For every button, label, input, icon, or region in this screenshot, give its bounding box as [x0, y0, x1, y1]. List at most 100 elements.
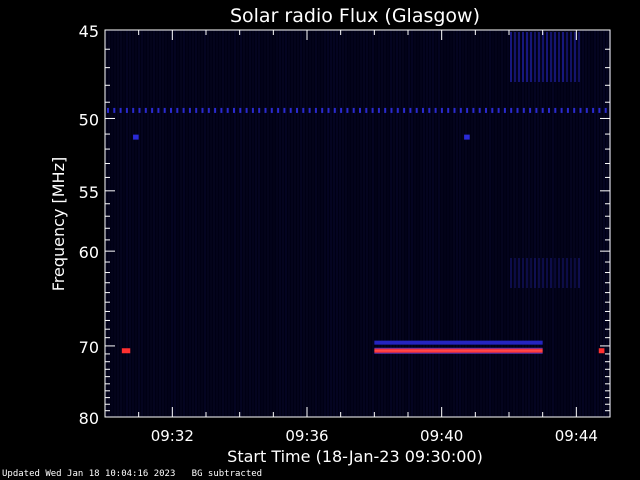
emission-dot — [453, 107, 456, 113]
noise-stripe — [273, 30, 275, 417]
noise-stripe — [411, 30, 413, 417]
y-axis-label: Frequency [MHz] — [49, 157, 68, 291]
noise-stripe — [538, 32, 540, 82]
noise-stripe — [603, 30, 605, 417]
emission-spot — [464, 134, 470, 140]
noise-stripe — [534, 258, 536, 288]
noise-stripe — [327, 30, 329, 417]
noise-stripe — [156, 30, 158, 417]
noise-stripe — [420, 30, 422, 417]
noise-stripe — [531, 30, 533, 417]
noise-stripe — [204, 30, 206, 417]
noise-stripe — [489, 30, 491, 417]
noise-stripe — [477, 30, 479, 417]
emission-dot — [245, 107, 248, 113]
noise-stripe — [435, 30, 437, 417]
x-axis: 09:32 09:36 09:40 09:44 — [104, 30, 611, 445]
noise-stripe — [594, 30, 596, 417]
emission-dot — [352, 107, 355, 113]
emission-line-strong — [374, 347, 543, 354]
noise-stripe — [570, 258, 572, 288]
y-tick-label: 60 — [79, 243, 99, 262]
noise-stripe — [578, 32, 580, 82]
noise-stripe — [222, 30, 224, 417]
noise-stripe — [486, 30, 488, 417]
noise-stripe — [312, 30, 314, 417]
noise-stripe — [429, 30, 431, 417]
noise-stripe — [606, 30, 608, 417]
emission-dot — [157, 107, 160, 113]
noise-stripe — [513, 30, 515, 417]
noise-stripe — [507, 30, 509, 417]
noise-stripe — [554, 32, 556, 82]
noise-stripe — [387, 30, 389, 417]
emission-dot — [119, 107, 122, 113]
emission-dot — [264, 107, 267, 113]
noise-stripe — [518, 32, 520, 82]
noise-stripe — [562, 258, 564, 288]
emission-dot — [163, 107, 166, 113]
emission-dot — [592, 107, 595, 113]
noise-stripe — [522, 258, 524, 288]
emission-dot — [176, 107, 179, 113]
noise-stripe — [534, 30, 536, 417]
chart-title: Solar radio Flux (Glasgow) — [230, 5, 480, 27]
emission-dot — [346, 107, 349, 113]
noise-stripe — [522, 32, 524, 82]
noise-stripe — [426, 30, 428, 417]
emission-dot — [390, 107, 393, 113]
noise-stripe — [303, 30, 305, 417]
noise-stripe — [369, 30, 371, 417]
noise-stripe — [255, 30, 257, 417]
emission-dot — [283, 107, 286, 113]
emission-dot — [485, 107, 487, 113]
noise-stripe — [526, 32, 528, 82]
noise-stripe — [597, 30, 599, 417]
x-tick-label: 09:40 — [420, 427, 463, 445]
emission-dot — [188, 107, 191, 113]
noise-stripe — [357, 30, 359, 417]
emission-dot — [113, 107, 116, 113]
noise-stripe — [573, 30, 575, 417]
noise-stripe — [537, 30, 539, 417]
noise-stripe — [264, 30, 266, 417]
emission-dot — [340, 107, 343, 113]
noise-stripe — [138, 30, 140, 417]
noise-stripe — [177, 30, 179, 417]
noise-stripe — [246, 30, 248, 417]
emission-dot — [107, 107, 109, 113]
noise-stripe — [414, 30, 416, 417]
emission-dot — [377, 107, 380, 113]
noise-stripe — [324, 30, 326, 417]
noise-stripe — [240, 30, 242, 417]
noise-stripe — [381, 30, 383, 417]
noise-stripe — [195, 30, 197, 417]
noise-stripe — [108, 30, 110, 417]
emission-dot — [314, 107, 317, 113]
noise-stripe — [495, 30, 497, 417]
noise-stripe — [114, 30, 116, 417]
emission-dot — [239, 107, 242, 113]
noise-stripe — [219, 30, 221, 417]
updated-text: Updated Wed Jan 18 10:04:16 2023 — [2, 469, 176, 479]
emission-dot — [566, 107, 569, 113]
noise-stripe — [462, 30, 464, 417]
noise-stripe — [309, 30, 311, 417]
noise-stripe — [585, 30, 587, 417]
noise-stripe — [474, 30, 476, 417]
emission-dot — [359, 107, 361, 113]
noise-stripe — [153, 30, 155, 417]
emission-dot — [125, 107, 128, 113]
emission-dot — [251, 107, 254, 113]
noise-stripe — [183, 30, 185, 417]
x-tick-label: 09:32 — [151, 427, 194, 445]
noise-stripe — [318, 30, 320, 417]
noise-stripe — [555, 30, 557, 417]
noise-stripe — [542, 258, 544, 288]
noise-stripe — [567, 30, 569, 417]
y-tick-label: 50 — [79, 110, 99, 129]
noise-stripe — [549, 30, 551, 417]
noise-stripe — [339, 30, 341, 417]
noise-stripe — [530, 258, 532, 288]
noise-stripe — [542, 32, 544, 82]
